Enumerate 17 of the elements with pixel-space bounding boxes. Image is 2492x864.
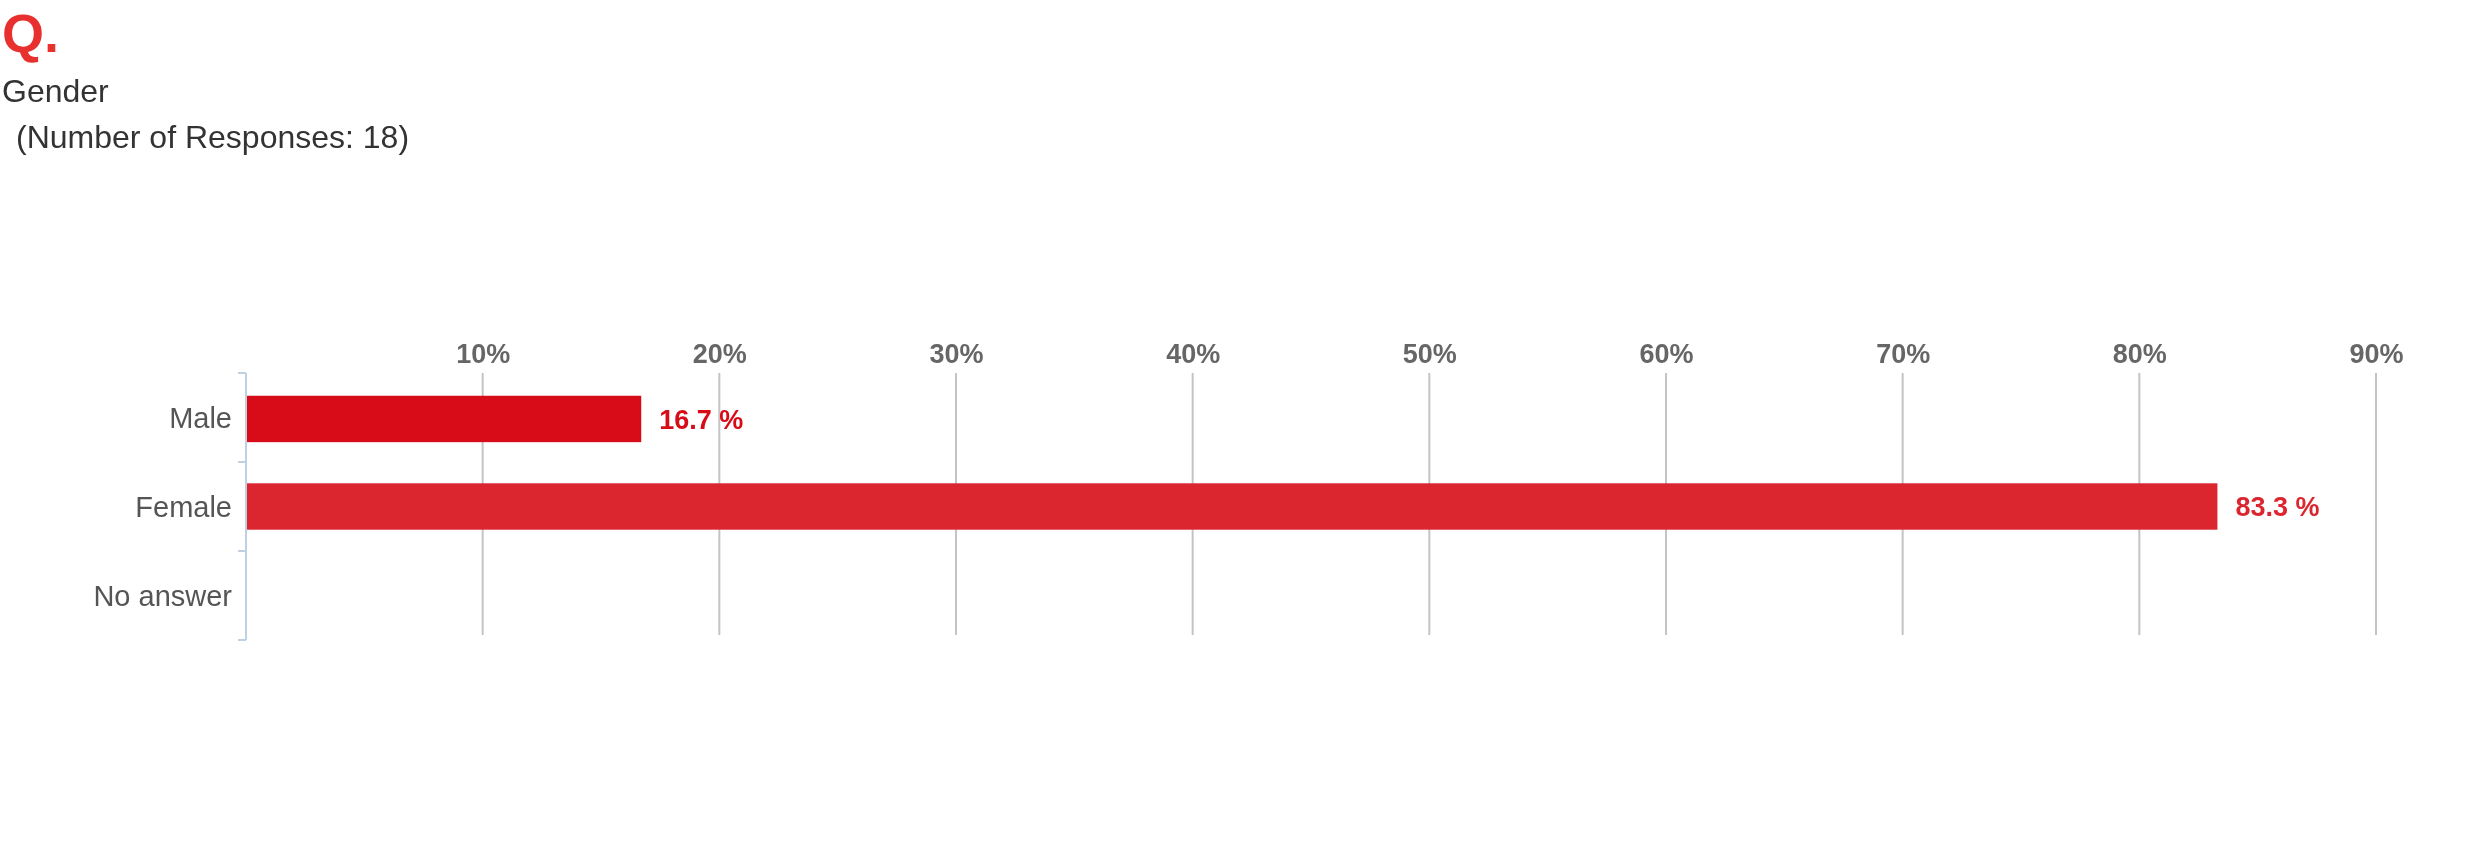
x-tick-label: 50% bbox=[1402, 339, 1457, 369]
y-tick-label: Male bbox=[169, 401, 232, 434]
x-tick-label: 30% bbox=[929, 339, 984, 369]
x-tick-label: 90% bbox=[2349, 339, 2404, 369]
data-label: 83.3 % bbox=[2235, 492, 2320, 523]
chart-title: Q. bbox=[2, 3, 60, 63]
x-tick-label: 20% bbox=[692, 339, 747, 369]
x-tick-label: 40% bbox=[1166, 339, 1221, 369]
x-tick-label: 10% bbox=[456, 339, 511, 369]
x-tick-label: 60% bbox=[1639, 339, 1694, 369]
text: (Number of Responses: 18) bbox=[16, 119, 410, 155]
x-tick-label: 70% bbox=[1876, 339, 1931, 369]
y-tick-label: Female bbox=[135, 490, 232, 523]
data-label: 16.7 % bbox=[659, 404, 744, 435]
x-tick-label: 80% bbox=[2112, 339, 2167, 369]
chart-subtitle: Gender bbox=[2, 73, 110, 109]
y-tick-label: No answer bbox=[93, 579, 233, 612]
